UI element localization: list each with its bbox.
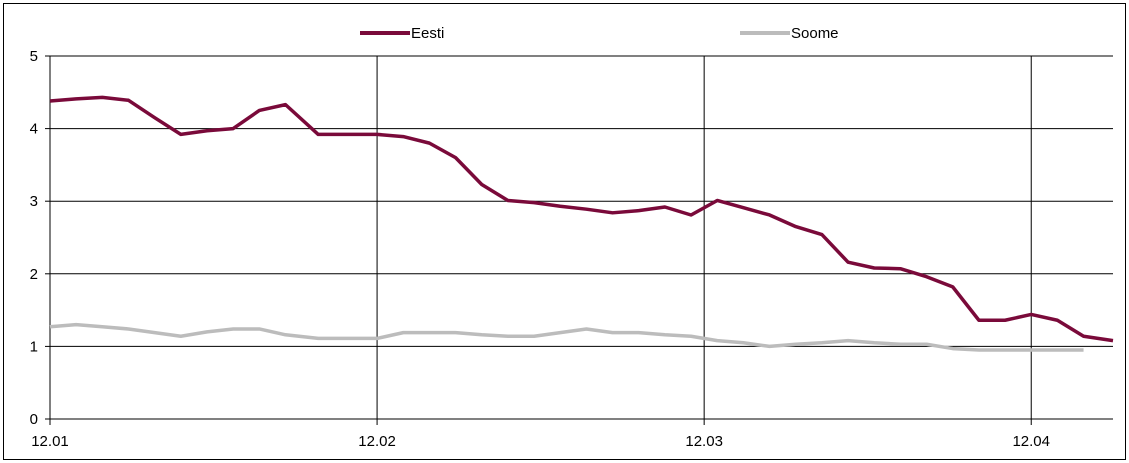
legend-label-eesti: Eesti (411, 25, 444, 42)
x-tick-label: 12.02 (358, 433, 396, 450)
legend: Eesti Soome (360, 25, 839, 42)
y-tick-label: 1 (30, 338, 38, 355)
series-line-soome (49, 322, 1084, 352)
series-line-eesti (49, 95, 1114, 343)
series-lines (49, 95, 1114, 352)
y-tick-label: 2 (30, 266, 38, 283)
y-tick-label: 4 (30, 121, 38, 138)
axes: 0 1 2 3 4 5 12.01 12.02 12.03 12.04 (30, 48, 1113, 450)
x-tick-label: 12.04 (1012, 433, 1050, 450)
legend-label-soome: Soome (791, 25, 839, 42)
y-tick-label: 0 (30, 411, 38, 428)
y-tick-label: 5 (30, 48, 38, 65)
x-tick-label: 12.03 (685, 433, 723, 450)
y-tick-label: 3 (30, 193, 38, 210)
x-tick-label: 12.01 (31, 433, 69, 450)
chart-frame (3, 3, 1126, 460)
